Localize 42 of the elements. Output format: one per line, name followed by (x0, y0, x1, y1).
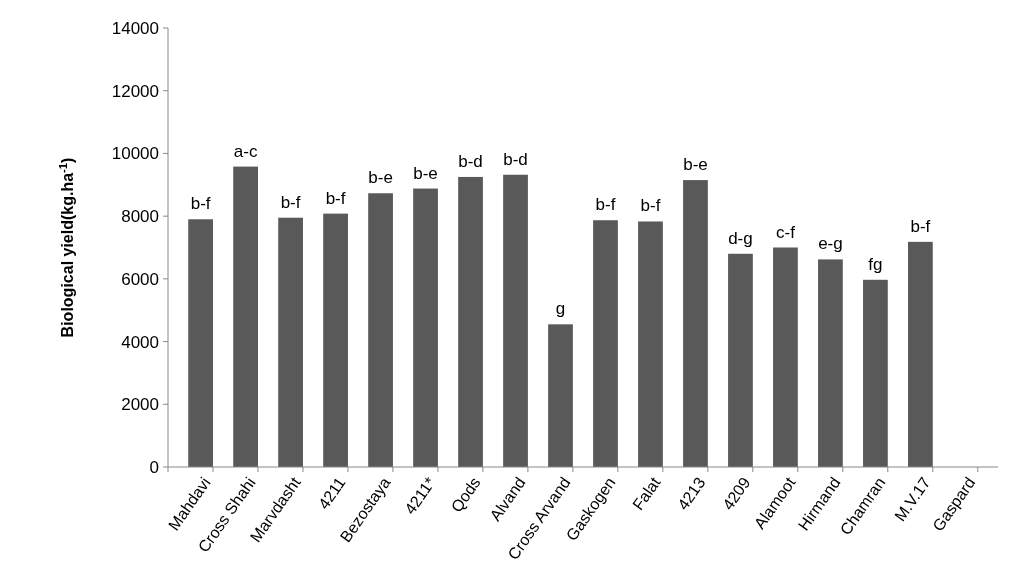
y-tick-label: 10000 (111, 144, 159, 164)
data-label: e-g (818, 234, 843, 254)
bar (323, 213, 348, 467)
bar (818, 259, 843, 467)
bar (233, 166, 258, 467)
data-label: c-f (775, 222, 796, 242)
bar (503, 174, 528, 467)
y-tick-label: 0 (149, 457, 159, 477)
bar (683, 180, 708, 467)
bar (413, 188, 438, 467)
bar (863, 279, 888, 467)
bar (548, 324, 573, 467)
y-tick-label: 14000 (111, 18, 159, 38)
data-label: b-e (683, 155, 708, 175)
bar (368, 193, 393, 467)
bar (188, 219, 213, 467)
data-label: d-g (728, 228, 753, 248)
data-label: b-d (458, 151, 483, 171)
bar (728, 253, 753, 467)
data-label: b-f (640, 196, 661, 216)
bar (593, 220, 618, 467)
y-tick-label: 12000 (111, 81, 159, 101)
data-label: b-f (595, 195, 616, 215)
data-label: fg (868, 254, 883, 274)
data-label: b-f (325, 188, 346, 208)
bar (638, 221, 663, 467)
y-tick-label: 4000 (121, 332, 159, 352)
y-tick-label: 2000 (121, 395, 159, 415)
data-label: b-e (368, 168, 393, 188)
bar (278, 217, 303, 467)
data-label: a-c (233, 141, 258, 161)
y-tick-label: 6000 (121, 269, 159, 289)
bar (458, 176, 483, 467)
data-label: b-f (190, 194, 211, 214)
data-label: b-e (413, 163, 438, 183)
data-label: b-d (503, 149, 528, 169)
data-label: b-f (910, 216, 931, 236)
data-label: g (555, 299, 566, 319)
y-tick-label: 8000 (121, 207, 159, 227)
bar (908, 241, 933, 467)
bar (773, 247, 798, 467)
data-label: b-f (280, 192, 301, 212)
